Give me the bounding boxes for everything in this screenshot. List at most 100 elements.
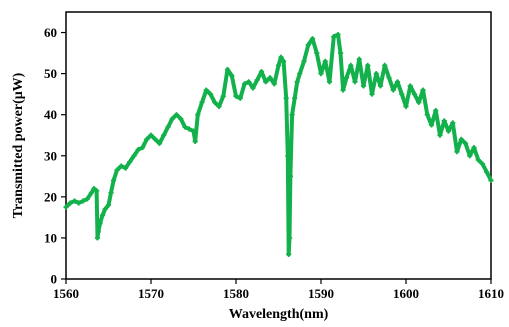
x-tick-label: 1590 <box>308 286 334 301</box>
y-tick-label: 0 <box>51 272 58 287</box>
data-point <box>76 200 82 206</box>
x-axis: 1560 1570 1580 1590 1600 1610 <box>53 279 504 301</box>
y-tick-label: 20 <box>44 189 57 204</box>
data-point <box>360 83 367 89</box>
data-point <box>314 50 320 56</box>
data-point <box>301 58 307 64</box>
data-point <box>352 79 358 85</box>
x-tick-label: 1560 <box>53 286 79 301</box>
data-point <box>450 120 456 126</box>
data-point <box>287 173 293 179</box>
data-point <box>229 73 235 79</box>
data-point <box>80 198 86 204</box>
data-point <box>156 140 163 147</box>
x-tick-label: 1570 <box>138 286 164 301</box>
data-point <box>484 169 490 175</box>
data-point <box>127 159 133 165</box>
data-point <box>441 118 447 124</box>
data-point <box>343 75 350 81</box>
data-point <box>144 136 150 142</box>
data-point <box>348 62 354 68</box>
data-point <box>258 68 265 75</box>
data-point <box>102 206 108 212</box>
y-tick-label: 40 <box>44 107 57 122</box>
data-point <box>278 54 284 60</box>
data-point <box>216 103 222 110</box>
data-point <box>399 91 405 97</box>
data-point <box>84 196 90 202</box>
data-point <box>94 235 101 241</box>
data-point <box>390 87 396 93</box>
data-point <box>394 79 401 85</box>
data-point <box>224 66 231 73</box>
data-point <box>139 144 146 151</box>
data-point <box>267 75 273 81</box>
data-point <box>88 190 95 196</box>
data-point <box>335 31 341 38</box>
data-point <box>377 83 384 89</box>
x-tick-label: 1610 <box>478 286 504 301</box>
data-point <box>108 190 114 196</box>
data-point <box>285 153 291 159</box>
x-tick-label: 1600 <box>393 286 419 301</box>
data-point <box>182 124 188 130</box>
data-point <box>305 42 311 48</box>
data-point <box>416 99 422 105</box>
plot-frame <box>65 11 492 280</box>
data-point <box>241 81 248 87</box>
data-point <box>148 132 154 138</box>
data-point <box>207 91 214 97</box>
data-point <box>186 126 192 132</box>
plot-border <box>65 11 492 280</box>
data-point <box>173 112 180 118</box>
data-point <box>178 116 184 122</box>
x-axis-title: Wavelength(nm) <box>229 307 329 322</box>
data-point <box>161 132 167 138</box>
data-point <box>373 71 379 77</box>
data-point <box>365 62 371 68</box>
y-tick-label: 60 <box>44 25 57 40</box>
data-point <box>263 79 269 85</box>
data-point <box>246 79 252 85</box>
data-point <box>437 132 443 138</box>
data-point <box>250 85 256 91</box>
data-point <box>475 157 481 163</box>
data-point <box>294 79 300 85</box>
data-point <box>309 36 316 42</box>
data-point <box>420 87 426 93</box>
data-point <box>192 138 198 144</box>
data-point <box>275 62 282 68</box>
data-point <box>407 83 413 89</box>
data-point <box>254 77 260 83</box>
data-point <box>99 212 106 218</box>
data-point <box>131 153 137 159</box>
data-point <box>424 112 430 118</box>
data-point <box>297 71 303 77</box>
data-point <box>203 87 209 93</box>
data-point <box>286 251 292 257</box>
data-point <box>114 167 120 173</box>
data-point <box>237 95 243 101</box>
data-point <box>97 220 103 227</box>
data-point <box>63 204 69 210</box>
data-point <box>411 91 418 97</box>
data-point <box>488 177 494 184</box>
data-point <box>462 140 469 147</box>
data-point <box>165 124 171 130</box>
data-point <box>340 87 346 93</box>
data-point <box>318 71 324 77</box>
data-point <box>337 50 344 56</box>
y-tick-label: 30 <box>44 148 57 163</box>
data-point <box>369 91 375 97</box>
data-point <box>95 229 101 235</box>
data-point <box>135 147 141 153</box>
data-point <box>152 136 158 142</box>
data-point <box>356 56 362 62</box>
data-point <box>382 62 388 68</box>
data-point <box>467 153 473 159</box>
data-point <box>326 79 333 85</box>
data-point <box>403 103 409 110</box>
data-point <box>233 93 239 99</box>
